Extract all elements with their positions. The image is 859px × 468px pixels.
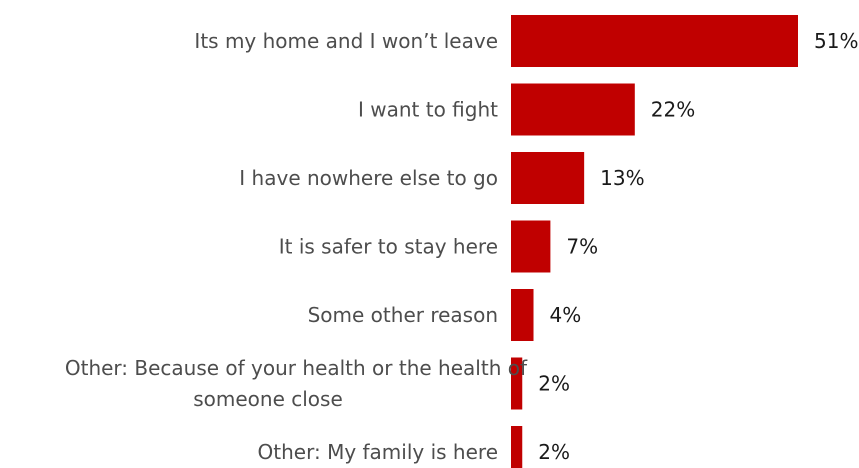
category-label: Other: My family is here (258, 440, 498, 464)
category-label: Other: Because of your health or the hea… (65, 356, 528, 411)
category-label: I want to fight (358, 98, 498, 122)
category-label: Its my home and I won’t leave (194, 29, 498, 53)
bar-value-label: 2% (538, 372, 570, 396)
category-label: Some other reason (308, 303, 498, 327)
bar-value-label: 4% (550, 303, 582, 327)
category-label: I have nowhere else to go (239, 166, 498, 190)
category-label-line: Other: Because of your health or the hea… (65, 356, 528, 380)
bar-value-label: 22% (651, 98, 695, 122)
bar (511, 357, 523, 410)
bar (511, 426, 523, 468)
bar (511, 15, 798, 67)
bar-value-label: 13% (600, 166, 644, 190)
bar (511, 152, 585, 204)
bar (511, 289, 534, 341)
bar-value-label: 7% (566, 235, 598, 259)
bar-value-label: 2% (538, 440, 570, 464)
category-labels-layer: Its my home and I won’t leave I want to f… (65, 29, 528, 464)
bars-layer (511, 15, 798, 468)
bar (511, 220, 551, 273)
category-label: It is safer to stay here (279, 235, 498, 259)
category-label-line: someone close (193, 387, 343, 411)
bar-value-label: 51% (814, 29, 858, 53)
bar (511, 83, 635, 136)
value-labels-layer: 51% 22% 13% 7% 4% 2% 2% (538, 29, 858, 464)
